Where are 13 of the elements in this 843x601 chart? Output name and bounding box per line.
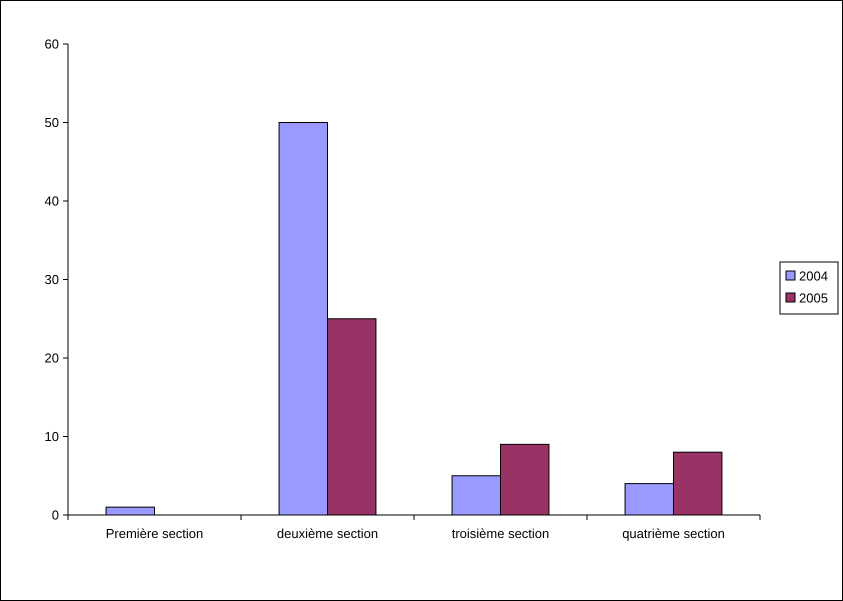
y-tick-label: 40 — [44, 194, 59, 209]
y-tick-label: 30 — [44, 272, 59, 288]
legend-label: 2005 — [799, 290, 828, 306]
y-tick-label: 20 — [44, 350, 59, 366]
y-tick-label: 50 — [44, 115, 59, 130]
legend-label: 2004 — [799, 268, 828, 284]
y-tick-label: 0 — [52, 508, 59, 523]
x-tick-label: quatrième section — [622, 526, 725, 541]
x-tick-label: Première section — [106, 526, 204, 541]
y-tick-label: 10 — [44, 429, 59, 444]
x-tick-label: deuxième section — [276, 526, 378, 541]
x-tick-label: troisième section — [452, 526, 550, 541]
y-tick-label: 60 — [44, 36, 59, 52]
